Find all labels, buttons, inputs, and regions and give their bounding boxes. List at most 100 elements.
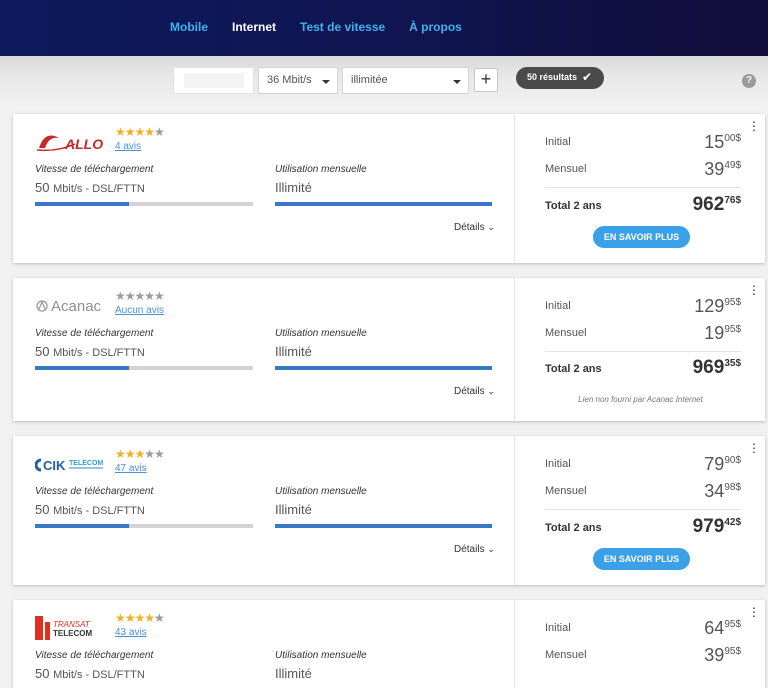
total-price: 97942$	[693, 516, 741, 538]
rating-stars: ★★★★★	[115, 125, 165, 139]
location-input-placeholder	[184, 73, 244, 88]
monthly-price-cents: 95	[724, 646, 736, 657]
plan-card: Acanac ★★★★★ Aucun avis Vitesse de téléc…	[13, 278, 765, 421]
monthly-label: Mensuel	[545, 649, 587, 661]
plan-card: ALLO ★★★★★ 4 avis Vitesse de téléchargem…	[13, 114, 765, 263]
top-navigation: Mobile Internet Test de vitesse À propos	[0, 0, 768, 56]
pricing-panel: Initial 12995$ Mensuel 1995$ Total 2 ans…	[514, 278, 765, 421]
svg-text:TRANSAT: TRANSAT	[53, 620, 91, 629]
total-price: 96935$	[693, 357, 741, 379]
initial-label: Initial	[545, 622, 571, 634]
location-input[interactable]	[173, 67, 254, 94]
learn-more-button[interactable]: EN SAVOIR PLUS	[593, 548, 690, 570]
reviews-link[interactable]: 4 avis	[115, 141, 142, 152]
chevron-down-icon: ⌄	[487, 544, 495, 554]
more-vertical-icon[interactable]: · · ·	[751, 277, 757, 301]
usage-bar	[275, 524, 492, 528]
speed-bar-fill	[35, 524, 129, 528]
speed-bar-fill	[35, 366, 129, 370]
usage-select[interactable]: illimitée	[342, 67, 469, 94]
results-badge[interactable]: 50 résultats ✔	[516, 67, 604, 89]
chevron-down-icon: ⌄	[487, 222, 495, 232]
nav-internet[interactable]: Internet	[232, 20, 277, 34]
help-circle-icon[interactable]: ?	[742, 74, 756, 88]
speed-bar	[35, 524, 253, 528]
speed-select-value: 36 Mbit/s	[267, 74, 312, 86]
initial-label: Initial	[545, 458, 571, 470]
total-label: Total 2 ans	[545, 522, 602, 534]
initial-price-cents: 95	[724, 619, 736, 630]
initial-price-int: 64	[704, 618, 725, 638]
monthly-price: 3498$	[704, 481, 741, 502]
usage-bar	[275, 366, 492, 370]
total-price-int: 962	[692, 194, 725, 215]
rating-stars: ★★★★★	[115, 611, 165, 625]
reviews-link[interactable]: Aucun avis	[115, 305, 164, 316]
nav-about[interactable]: À propos	[409, 20, 462, 34]
usage-value: Illimité	[275, 666, 312, 681]
more-vertical-icon[interactable]: · · ·	[751, 435, 757, 459]
currency: $	[735, 482, 741, 493]
provider-logo-acanac: Acanac	[35, 290, 117, 320]
chevron-down-icon	[453, 80, 461, 84]
monthly-price-int: 34	[704, 481, 725, 501]
speed-label: Vitesse de téléchargement	[35, 164, 154, 175]
speed-value: 50 Mbit/s - DSL/FTTN	[35, 180, 145, 195]
provider-logo-allo: ALLO	[35, 126, 117, 156]
total-price-int: 979	[692, 516, 725, 537]
monthly-label: Mensuel	[545, 327, 587, 339]
speed-bar	[35, 366, 253, 370]
provider-logo-cik-telecom: CIK TELECOM	[34, 448, 117, 478]
speed-number: 50	[35, 666, 50, 681]
monthly-price-cents: 95	[724, 324, 736, 335]
details-toggle[interactable]: Détails ⌄	[454, 544, 495, 555]
usage-bar	[275, 202, 492, 206]
svg-text:TELECOM: TELECOM	[53, 629, 92, 638]
currency: $	[735, 297, 741, 308]
speed-bar	[35, 202, 253, 206]
add-filter-button[interactable]: +	[474, 68, 498, 92]
initial-price-cents: 95	[724, 297, 736, 308]
monthly-label: Mensuel	[545, 163, 587, 175]
details-toggle[interactable]: Détails ⌄	[454, 386, 495, 397]
reviews-link[interactable]: 47 avis	[115, 463, 147, 474]
speed-select[interactable]: 36 Mbit/s	[258, 67, 338, 94]
filter-bar: 36 Mbit/s illimitée + 50 résultats ✔	[0, 56, 768, 106]
speed-unit: Mbit/s - DSL/FTTN	[53, 669, 145, 681]
total-price-int: 969	[692, 357, 725, 378]
more-vertical-icon[interactable]: · · ·	[751, 599, 757, 623]
monthly-price-cents: 98	[724, 482, 736, 493]
usage-label: Utilisation mensuelle	[275, 164, 367, 175]
usage-value: Illimité	[275, 344, 312, 359]
speed-value: 50 Mbit/s - DSL/FTTN	[35, 666, 145, 681]
main-nav: Mobile Internet Test de vitesse À propos	[170, 20, 462, 34]
monthly-price-int: 39	[704, 159, 725, 179]
total-price-cents: 42	[724, 517, 736, 528]
speed-number: 50	[35, 502, 50, 517]
currency: $	[735, 646, 741, 657]
monthly-label: Mensuel	[545, 485, 587, 497]
reviews-link[interactable]: 43 avis	[115, 627, 147, 638]
total-price-cents: 76	[724, 195, 736, 206]
usage-bar-fill	[275, 202, 492, 206]
pricing-panel: Initial 1500$ Mensuel 3949$ Total 2 ans …	[514, 114, 765, 263]
usage-bar-fill	[275, 366, 492, 370]
monthly-price-int: 19	[704, 323, 725, 343]
nav-mobile[interactable]: Mobile	[170, 20, 208, 34]
initial-price-int: 79	[704, 454, 725, 474]
learn-more-button[interactable]: EN SAVOIR PLUS	[593, 226, 690, 248]
more-vertical-icon[interactable]: · · ·	[751, 113, 757, 137]
speed-number: 50	[35, 344, 50, 359]
chevron-down-icon	[322, 80, 330, 84]
nav-speed-test[interactable]: Test de vitesse	[300, 20, 386, 34]
initial-price-int: 15	[704, 132, 725, 152]
speed-number: 50	[35, 180, 50, 195]
rating-stars: ★★★★★	[115, 447, 165, 461]
speed-value: 50 Mbit/s - DSL/FTTN	[35, 502, 145, 517]
speed-label: Vitesse de téléchargement	[35, 328, 154, 339]
details-toggle[interactable]: Détails ⌄	[454, 222, 495, 233]
monthly-price: 3949$	[704, 159, 741, 180]
initial-price: 1500$	[704, 132, 741, 153]
initial-label: Initial	[545, 136, 571, 148]
initial-price: 7990$	[704, 454, 741, 475]
